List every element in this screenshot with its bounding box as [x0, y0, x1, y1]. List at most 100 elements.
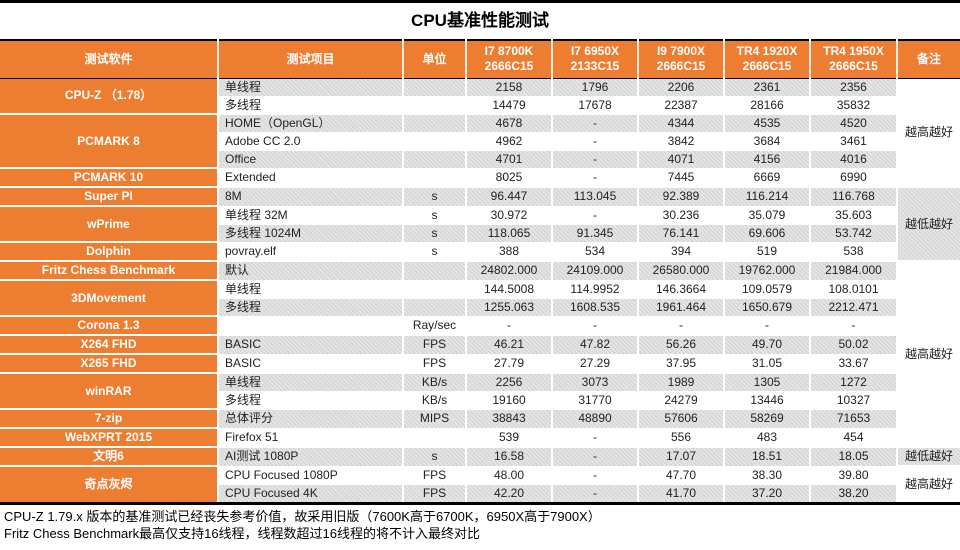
- software-cell: winRAR: [0, 373, 218, 410]
- value-cell: 1796: [551, 78, 638, 97]
- value-cell: 534: [551, 242, 638, 262]
- value-cell: 1650.679: [723, 298, 810, 317]
- table-row: X265 FHD BASIC FPS 27.79 27.29 37.95 31.05 33.6…: [0, 354, 960, 374]
- value-cell: 71653: [809, 409, 897, 429]
- test-item-cell: 单线程 32M: [217, 206, 403, 225]
- value-cell: 27.29: [551, 354, 638, 374]
- test-item-cell: 多线程: [217, 391, 403, 410]
- value-cell: 69.606: [723, 224, 810, 243]
- value-cell: 91.345: [551, 224, 638, 243]
- value-cell: -: [551, 316, 638, 336]
- footnotes: CPU-Z 1.79.x 版本的基准测试已经丧失参考价值，故采用旧版（7600K…: [0, 505, 960, 542]
- value-cell: 1272: [809, 373, 897, 392]
- value-cell: 538: [809, 242, 897, 262]
- value-cell: 539: [465, 428, 552, 448]
- value-cell: 38.20: [809, 484, 897, 504]
- remark-cell: 越高越好: [896, 466, 960, 504]
- value-cell: 92.389: [637, 187, 724, 207]
- value-cell: 3073: [551, 373, 638, 392]
- value-cell: 483: [723, 428, 810, 448]
- value-cell: 1255.063: [465, 298, 552, 317]
- value-cell: 1608.535: [551, 298, 638, 317]
- unit-cell: [402, 78, 466, 97]
- value-cell: 30.236: [637, 206, 724, 225]
- unit-cell: FPS: [402, 466, 466, 485]
- remark-cell: 越低越好: [896, 447, 960, 467]
- column-header: 单位: [402, 40, 466, 79]
- table-row: 文明6 AI测试 1080P s 16.58-17.07 18.51 18.05 越低越好: [0, 447, 960, 467]
- table-row: wPrime 单线程 32M s 30.972-30.236 35.079 35.603: [0, 206, 960, 243]
- software-cell: CPU-Z （1.78）: [0, 78, 218, 115]
- value-cell: -: [551, 168, 638, 188]
- top-divider: [0, 0, 960, 3]
- value-cell: 33.67: [809, 354, 897, 374]
- value-cell: 49.70: [723, 335, 810, 355]
- value-cell: -: [551, 447, 638, 467]
- value-cell: 4678: [465, 114, 552, 133]
- test-item-cell: povray.elf: [217, 242, 403, 262]
- table-row: Office 4701-4071 4156 4016: [0, 150, 960, 169]
- value-cell: 114.9952: [551, 280, 638, 299]
- value-cell: 6990: [809, 168, 897, 188]
- value-cell: 35.603: [809, 206, 897, 225]
- value-cell: 2256: [465, 373, 552, 392]
- unit-cell: FPS: [402, 335, 466, 355]
- unit-cell: [402, 96, 466, 115]
- software-cell: 奇点灰烬: [0, 466, 218, 504]
- value-cell: 4520: [809, 114, 897, 133]
- table-row: Fritz Chess Benchmark 默认 24802.000 24109.00…: [0, 261, 960, 448]
- table-row: PCMARK 8 HOME（OpenGL） 4678-4344 4535 4520: [0, 114, 960, 169]
- value-cell: 48.00: [465, 466, 552, 485]
- unit-cell: FPS: [402, 354, 466, 374]
- test-item-cell: 单线程: [217, 280, 403, 299]
- value-cell: 24279: [637, 391, 724, 410]
- value-cell: 14479: [465, 96, 552, 115]
- value-cell: 22387: [637, 96, 724, 115]
- test-item-cell: AI测试 1080P: [217, 447, 403, 467]
- remark-cell: 越高越好: [896, 261, 960, 448]
- unit-cell: Ray/sec: [402, 316, 466, 336]
- column-header: 测试项目: [217, 40, 403, 79]
- benchmark-table: 测试软件 测试项目 单位 I7 8700K 2666C15 I7 6950X 2133C…: [0, 39, 960, 505]
- software-cell: X264 FHD: [0, 335, 218, 355]
- test-item-cell: CPU Focused 1080P: [217, 466, 403, 485]
- value-cell: 19160: [465, 391, 552, 410]
- value-cell: 27.79: [465, 354, 552, 374]
- value-cell: 116.768: [809, 187, 897, 207]
- value-cell: 24109.000: [551, 261, 638, 281]
- value-cell: 1961.464: [637, 298, 724, 317]
- software-cell: 3DMovement: [0, 280, 218, 317]
- value-cell: 18.05: [809, 447, 897, 467]
- value-cell: 2212.471: [809, 298, 897, 317]
- unit-cell: FPS: [402, 484, 466, 504]
- unit-cell: s: [402, 224, 466, 243]
- table-row: 7-zip 总体评分 MIPS 38843 48890 57606 58269 71653: [0, 409, 960, 429]
- value-cell: -: [551, 206, 638, 225]
- value-cell: -: [465, 316, 552, 336]
- table-row: winRAR 单线程 KB/s 2256 3073 1989 1305 1272: [0, 373, 960, 410]
- column-header: 测试软件: [0, 40, 218, 79]
- software-cell: WebXPRT 2015: [0, 428, 218, 448]
- value-cell: 42.20: [465, 484, 552, 504]
- test-item-cell: BASIC: [217, 354, 403, 374]
- table-row: CPU Focused 4K FPS 42.20-41.70 37.20 38.20: [0, 484, 960, 504]
- value-cell: 3842: [637, 132, 724, 151]
- test-item-cell: 8M: [217, 187, 403, 207]
- value-cell: 118.065: [465, 224, 552, 243]
- value-cell: 2356: [809, 78, 897, 97]
- value-cell: 116.214: [723, 187, 810, 207]
- column-header: TR4 1950X 2666C15: [809, 40, 897, 79]
- value-cell: -: [551, 114, 638, 133]
- unit-cell: [402, 280, 466, 299]
- value-cell: 4962: [465, 132, 552, 151]
- table-row: Dolphin povray.elf s 388 534 394 519 538: [0, 242, 960, 262]
- value-cell: 48890: [551, 409, 638, 429]
- value-cell: 26580.000: [637, 261, 724, 281]
- column-header: I9 7900X 2666C15: [637, 40, 724, 79]
- value-cell: 2206: [637, 78, 724, 97]
- value-cell: 4071: [637, 150, 724, 169]
- value-cell: -: [723, 316, 810, 336]
- test-item-cell: 多线程: [217, 298, 403, 317]
- value-cell: 556: [637, 428, 724, 448]
- table-row: 多线程 KB/s 19160 31770 24279 13446 10327: [0, 391, 960, 410]
